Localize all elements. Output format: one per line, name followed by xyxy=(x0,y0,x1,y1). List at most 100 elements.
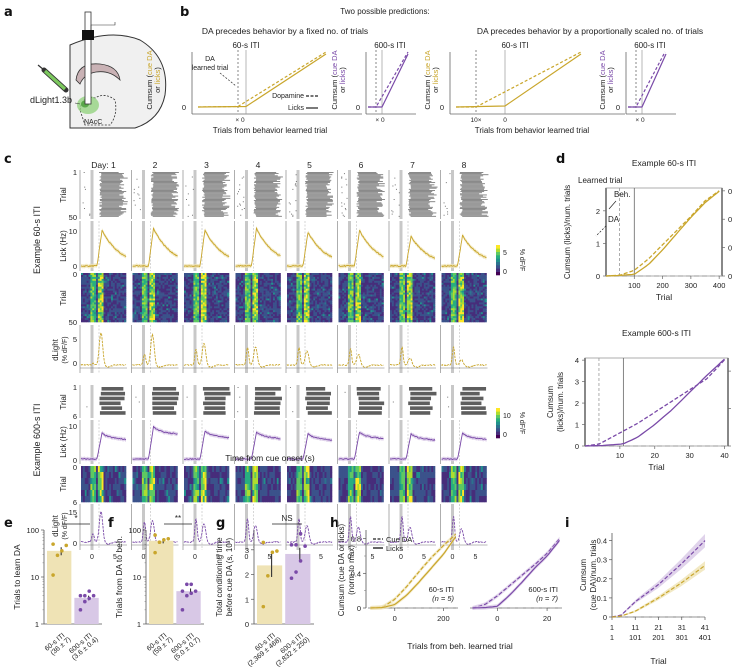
c60-heat-cell xyxy=(160,275,163,278)
c60-heat-cell xyxy=(273,284,276,288)
c60-heat-cell xyxy=(193,278,196,282)
c60-heat-cell xyxy=(309,290,312,293)
c60-heat-cell xyxy=(246,275,249,278)
c600-heat-cell xyxy=(105,484,108,491)
c60-heat-cell xyxy=(376,280,379,284)
c60-heat-cell xyxy=(170,286,173,289)
c600-heat-cell xyxy=(185,472,189,479)
c60-heat-cell xyxy=(237,282,240,286)
c60-heat-cell xyxy=(215,276,219,280)
c60-heat-cell xyxy=(244,286,248,289)
c60-heat-cell xyxy=(347,282,351,286)
c60-heat-cell xyxy=(302,296,305,299)
c600-heat-cell xyxy=(244,496,248,503)
c600-heat-cell xyxy=(217,478,220,485)
c60-heat-cell xyxy=(252,286,255,289)
c60-heat-cell xyxy=(138,282,141,286)
c60-heat-cell xyxy=(160,288,163,291)
c60-heat-cell xyxy=(155,306,158,309)
c60-heat-cell xyxy=(307,298,310,301)
c60-heat-cell xyxy=(244,314,248,317)
c60-heat-cell xyxy=(199,300,202,303)
c60-heat-cell xyxy=(317,316,320,319)
c600-heat-cell xyxy=(206,484,209,491)
c60-heat-cell xyxy=(170,314,173,317)
c600-heat-cell xyxy=(114,466,117,473)
c60-heat-cell xyxy=(217,290,220,293)
c60-heat-cell xyxy=(344,273,347,276)
c600-heat-cell xyxy=(107,490,110,497)
c60-heat-cell xyxy=(214,273,217,276)
c60-heat-cell xyxy=(164,316,167,319)
c60-heat-cell xyxy=(313,310,316,313)
c60-heat-cell xyxy=(114,306,117,309)
c60-heat-cell xyxy=(153,318,156,321)
c600-heat-cell xyxy=(302,466,305,473)
c60-heat-cell xyxy=(197,273,200,276)
c600-heat-cell xyxy=(223,484,226,491)
c60-heat-cell xyxy=(225,312,228,315)
c600-heat-cell xyxy=(88,466,91,473)
c600-heat-cell xyxy=(149,466,152,473)
c60-heat-cell xyxy=(353,308,356,311)
c60-heat-cell xyxy=(276,312,279,315)
c60-heat-cell xyxy=(376,304,379,307)
c60-heat-cell xyxy=(294,296,297,299)
c60-heat-cell xyxy=(140,318,143,321)
c60-raster-cue-band xyxy=(90,170,94,219)
c60-heat-cell xyxy=(357,286,360,289)
c60-heat-cell xyxy=(342,320,345,323)
c60-heat-cell xyxy=(318,290,322,293)
c60-heat-cell xyxy=(206,298,209,301)
c60-heat-cell xyxy=(302,300,305,303)
c60-heat-cell xyxy=(344,306,347,309)
c60-heat-cell xyxy=(303,302,307,305)
c60-heat-cell xyxy=(374,320,377,323)
c60-raster-row xyxy=(356,203,383,205)
c60-heat-cell xyxy=(187,278,190,282)
c60-heat-cell xyxy=(164,294,167,297)
c600-heat-cell xyxy=(318,484,322,491)
c60-heat-cell xyxy=(143,286,146,289)
c60-heat-cell xyxy=(132,275,135,278)
c60-heat-cell xyxy=(225,306,228,309)
c60-heat-cell xyxy=(290,302,293,305)
c60-heat-cell xyxy=(200,280,204,284)
c600-heat-cell xyxy=(278,478,281,485)
c60-heat-cell xyxy=(147,276,150,280)
c60-heat-cell xyxy=(227,306,230,309)
c600-raster-row xyxy=(204,406,226,410)
c60-heat-cell xyxy=(217,310,220,313)
c600-heat-cell xyxy=(132,466,135,473)
c60-heat-cell xyxy=(377,278,381,282)
c60-heat-cell xyxy=(124,296,127,299)
c60-heat-cell xyxy=(322,278,325,282)
c60-heat-cell xyxy=(132,314,135,317)
c60-heat-cell xyxy=(271,306,274,309)
c600-heat-cell xyxy=(219,466,222,473)
c60-heat-cell xyxy=(81,275,84,278)
c600-heat-cell xyxy=(136,496,139,503)
c60-heat-cell xyxy=(223,296,226,299)
c60-heat-cell xyxy=(235,284,238,288)
c60-heat-cell xyxy=(252,310,255,313)
c60-heat-cell xyxy=(292,282,295,286)
c60-heat-cell xyxy=(208,308,211,311)
c60-heat-cell xyxy=(250,320,253,323)
c60-raster-row xyxy=(307,197,331,199)
c60-heat-cell xyxy=(84,310,87,313)
c60-heat-cell xyxy=(208,292,211,295)
c600-raster-row xyxy=(99,396,125,401)
c60-heat-cell xyxy=(86,278,89,282)
c60-heat-cell xyxy=(243,320,246,323)
c60-heat-cell xyxy=(353,273,356,276)
c60-raster-row xyxy=(204,209,226,211)
c60-heat-cell xyxy=(349,286,352,289)
c600-heat-cell xyxy=(164,472,167,479)
c600-heat-cell xyxy=(94,478,97,485)
c60-heat-cell xyxy=(250,284,253,288)
c60-heat-cell xyxy=(184,294,187,297)
c60-raster-stray-lick xyxy=(346,197,348,199)
c60-heat-cell xyxy=(195,314,198,317)
c60-raster-row xyxy=(306,215,327,217)
